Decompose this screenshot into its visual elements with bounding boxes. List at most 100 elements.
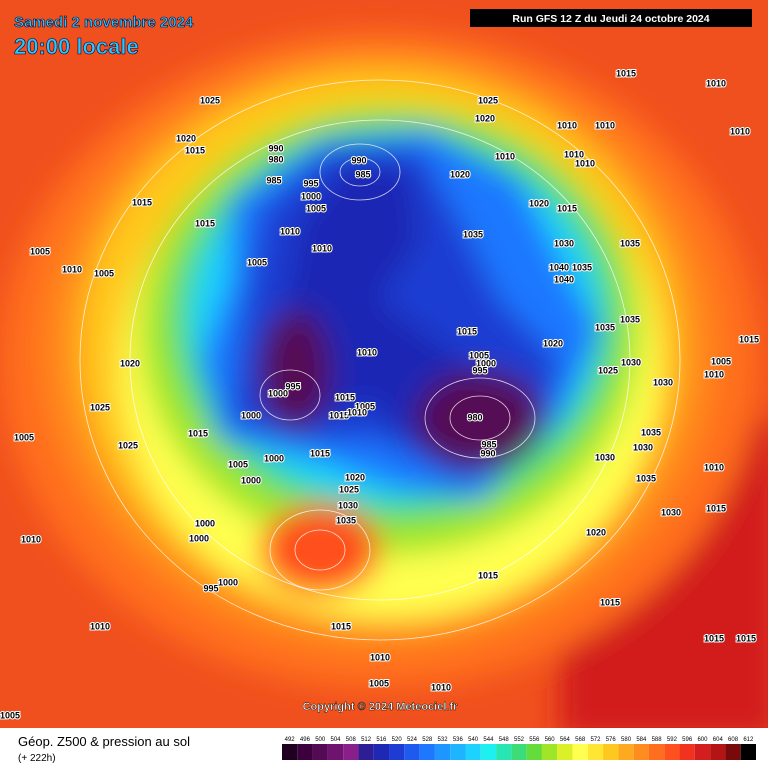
isobar-label: 1010: [704, 462, 724, 472]
isobar-label: 1000: [301, 191, 321, 201]
color-swatch: [603, 744, 619, 760]
isobar-label: 1015: [185, 145, 205, 155]
isobar-label: 1010: [706, 78, 726, 88]
isobar-label: 1005: [247, 257, 267, 267]
isobar-label: 1010: [370, 652, 390, 662]
isobar-label: 1010: [21, 534, 41, 544]
isobar-label: 1010: [312, 243, 332, 253]
color-swatch: [679, 744, 695, 760]
isobar-label: 1015: [739, 334, 759, 344]
color-swatch: [664, 744, 680, 760]
isobar-label: 985: [355, 169, 370, 179]
isobar-label: 1010: [90, 621, 110, 631]
isobar-label: 1040: [554, 274, 574, 284]
scale-label: 560: [545, 737, 556, 743]
scale-label: 592: [667, 737, 678, 743]
isobar-label: 1035: [463, 229, 483, 239]
run-info: Run GFS 12 Z du Jeudi 24 octobre 2024: [512, 13, 709, 25]
color-swatch: [572, 744, 588, 760]
copyright: Copyright © 2024 Meteociel.fr: [303, 701, 459, 713]
isobar-label: 1005: [711, 356, 731, 366]
scale-label: 608: [728, 737, 739, 743]
color-swatch: [450, 744, 466, 760]
isobar-label: 1035: [595, 322, 615, 332]
isobar-label: 1005: [14, 432, 34, 442]
scale-label: 580: [621, 737, 632, 743]
color-swatch: [557, 744, 573, 760]
isobar-label: 1015: [132, 197, 152, 207]
color-swatch: [358, 744, 374, 760]
isobar-label: 1010: [357, 347, 377, 357]
color-swatch: [312, 744, 328, 760]
color-swatch: [618, 744, 634, 760]
scale-label: 596: [682, 737, 693, 743]
isobar-label: 990: [268, 143, 283, 153]
scale-label: 584: [636, 737, 647, 743]
color-swatch: [648, 744, 665, 760]
scale-label: 604: [713, 737, 724, 743]
isobar-label: 1005: [306, 203, 326, 213]
color-swatch: [587, 744, 604, 760]
geopotential-field: 1015 1010 1010 1025 1025 1020 1010 1010 1020 1015…: [0, 0, 768, 728]
isobar-label: 1020: [475, 113, 495, 123]
isobar-label: 1020: [586, 527, 606, 537]
color-scale: 492 496 500 504 508 512 516 520 524 528 532 536 540 5…: [282, 737, 756, 760]
scale-label: 500: [315, 737, 326, 743]
isobar-label: 1035: [620, 238, 640, 248]
scale-label: 512: [361, 737, 372, 743]
scale-label: 600: [697, 737, 708, 743]
scale-label: 572: [590, 737, 601, 743]
isobar-label: 1005: [94, 268, 114, 278]
scale-label: 552: [514, 737, 525, 743]
isobar-label: 985: [481, 439, 496, 449]
isobar-label: 1005: [0, 710, 20, 720]
isobar-label: 1040: [549, 262, 569, 272]
isobar-label: 1030: [621, 357, 641, 367]
isobar-label: 1015: [600, 597, 620, 607]
scale-label: 588: [652, 737, 663, 743]
isobar-label: 1000: [476, 358, 496, 368]
color-swatch: [480, 744, 497, 760]
color-swatch: [327, 744, 344, 760]
color-swatch: [282, 744, 298, 760]
color-swatch: [541, 744, 558, 760]
isobar-label: 1010: [557, 120, 577, 130]
isobar-label: 1010: [704, 369, 724, 379]
isobar-label: 1015: [195, 218, 215, 228]
isobar-label: 1015: [704, 633, 724, 643]
scale-label: 520: [392, 737, 403, 743]
scale-label: 532: [438, 737, 449, 743]
isobar-label: 1010: [595, 120, 615, 130]
isobar-label: 995: [203, 583, 218, 593]
isobar-label: 1020: [120, 358, 140, 368]
color-swatch: [389, 744, 405, 760]
scale-label: 556: [529, 737, 540, 743]
color-swatch: [725, 744, 741, 760]
isobar-label: 1025: [90, 402, 110, 412]
scale-label: 576: [606, 737, 617, 743]
isobar-label: 1015: [478, 570, 498, 580]
isobar-label: 1030: [653, 377, 673, 387]
isobar-label: 1015: [188, 428, 208, 438]
isobar-label: 1010: [347, 407, 367, 417]
color-swatch: [343, 744, 359, 760]
lead-time: (+ 222h): [18, 753, 56, 764]
isobar-label: 1005: [30, 246, 50, 256]
isobar-label: 1015: [310, 448, 330, 458]
scale-label: 540: [468, 737, 479, 743]
isobar-label: 1010: [564, 149, 584, 159]
isobar-label: 1020: [450, 169, 470, 179]
isobar-label: 1030: [554, 238, 574, 248]
isobar-label: 1025: [478, 95, 498, 105]
scale-label: 516: [376, 737, 387, 743]
color-swatch: [373, 744, 390, 760]
color-swatch: [633, 744, 649, 760]
isobar-label: 1015: [706, 503, 726, 513]
color-swatch: [511, 744, 527, 760]
isobar-label: 1035: [572, 262, 592, 272]
isobar-label: 1025: [200, 95, 220, 105]
isobar-label: 1015: [331, 621, 351, 631]
isobar-label: 1000: [241, 475, 261, 485]
